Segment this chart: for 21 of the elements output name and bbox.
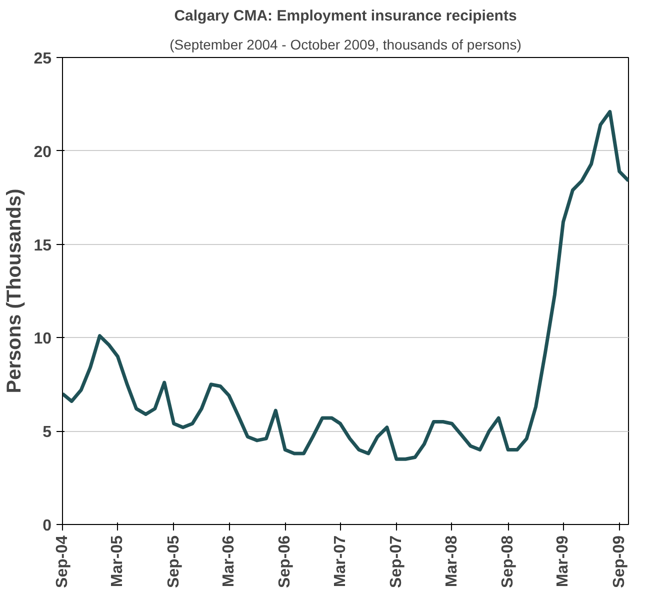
y-tick-label: 20 [34, 144, 52, 161]
y-tick-label: 0 [42, 518, 52, 534]
y-tick-label: 15 [34, 237, 52, 254]
x-tick-label: Mar-07 [332, 535, 349, 588]
x-tick-label: Sep-05 [165, 535, 182, 588]
line-series [62, 110, 628, 461]
chart-title: Calgary CMA: Employment insurance recipients [174, 8, 517, 24]
x-tick-label: Mar-08 [443, 535, 460, 588]
x-tick-label: Sep-09 [610, 535, 628, 588]
x-tick-label: Mar-06 [220, 535, 238, 588]
x-tick-label: Sep-04 [54, 535, 71, 588]
y-axis-title: Persons (Thousands) [4, 188, 26, 394]
x-tick-label: Mar-05 [109, 535, 126, 588]
x-tick-label: Sep-06 [276, 535, 294, 588]
x-tick-label: Sep-07 [388, 535, 405, 588]
y-tick-label: 10 [34, 330, 52, 348]
y-tick-label: 25 [34, 50, 52, 68]
x-tick-label: Sep-08 [500, 535, 517, 588]
chart-subtitle: (September 2004 - October 2009, thousands of persons) [170, 36, 522, 52]
x-tick-label: Mar-09 [554, 535, 572, 588]
y-tick-label: 5 [42, 424, 52, 442]
